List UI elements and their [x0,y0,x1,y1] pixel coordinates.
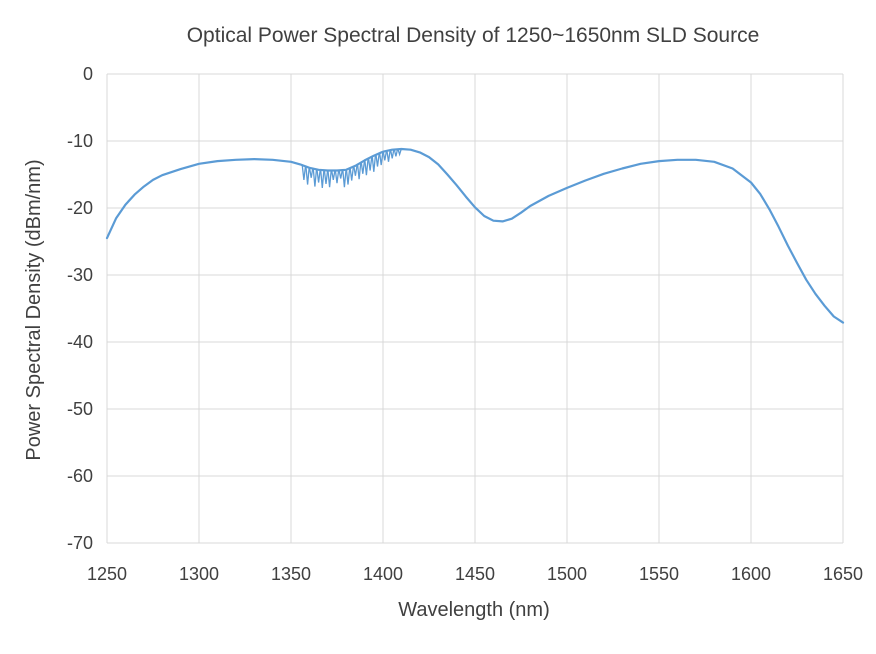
ripple-dip [321,170,324,188]
y-tick-label: -40 [67,332,93,352]
x-tick-label: 1350 [271,564,311,584]
ripple-dip [387,151,390,162]
ripple-dip [358,164,361,180]
ripple-dip [346,169,349,185]
grid-layer [107,74,843,543]
y-axis-label: Power Spectral Density (dBm/nm) [23,159,45,460]
ripple-dip [361,162,364,174]
ripple-dip [380,153,383,166]
y-tick-label: -10 [67,131,93,151]
x-axis-label: Wavelength (nm) [398,599,550,621]
ripple-dip [365,160,368,176]
y-tick-label: -50 [67,399,93,419]
ripple-dip [317,170,320,183]
tick-layer: 0 -10 -20 -30 -40 -50 -60 -70 1250 1300 1350 1400 14… [67,64,863,584]
y-tick-label: -70 [67,533,93,553]
x-tick-label: 1300 [179,564,219,584]
chart-title: Optical Power Spectral Density of 1250~1… [187,24,760,47]
ripple-dip [383,151,386,160]
ripple-dip [343,170,346,187]
ripple-dip [328,171,331,188]
y-tick-label: -30 [67,265,93,285]
chart-container: Optical Power Spectral Density of 1250~1… [0,0,876,649]
ripple-dip [332,171,335,180]
x-tick-label: 1650 [823,564,863,584]
ripple-dip [310,168,313,178]
ripple-dip [369,158,372,171]
x-tick-label: 1600 [731,564,771,584]
ripple-dip [354,166,357,176]
x-tick-label: 1450 [455,564,495,584]
ripple-dip [302,166,305,180]
y-tick-label: 0 [83,64,93,84]
ripple-dip [339,170,342,178]
x-tick-label: 1500 [547,564,587,584]
ripple-dip [324,170,327,184]
ripple-dip [350,167,353,180]
ripple-dip [372,156,375,172]
y-tick-label: -60 [67,466,93,486]
ripple-dip [313,169,316,187]
x-tick-label: 1400 [363,564,403,584]
y-tick-label: -20 [67,198,93,218]
ripple-dip [306,167,309,185]
ripple-dip [335,171,338,184]
x-tick-label: 1250 [87,564,127,584]
ripple-dip [376,154,379,166]
x-tick-label: 1550 [639,564,679,584]
psd-line-chart: Optical Power Spectral Density of 1250~1… [0,0,876,649]
ripple-dip [391,150,394,159]
